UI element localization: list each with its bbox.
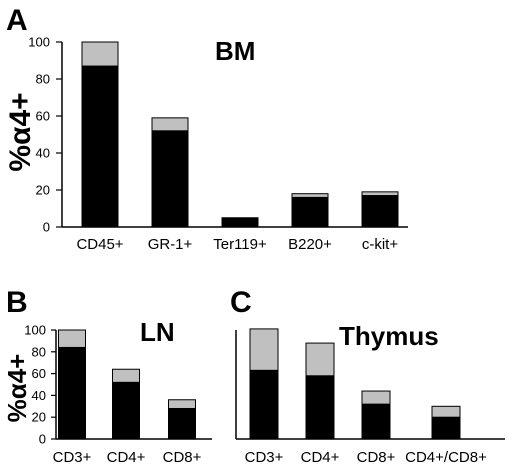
x-tick-label: CD45+ [76, 236, 123, 253]
bar-upper-segment [168, 399, 196, 409]
bar-upper-segment [305, 342, 335, 377]
x-tick-label: CD3+ [245, 449, 284, 466]
x-tick-label: CD3+ [53, 449, 92, 466]
x-tick-label: B220+ [288, 236, 332, 253]
panel-c-title: Thymus [339, 321, 439, 351]
x-tick-label: Ter119+ [213, 236, 267, 253]
panel-b-chart: 0 20 40 60 80 100 CD3+ CD4+ CD8+ [24, 323, 212, 466]
bar-upper-segment [361, 191, 399, 197]
x-tick-label: GR-1+ [148, 236, 193, 253]
panel-c-letter: C [230, 286, 252, 319]
panel-a-chart: 0 20 40 60 80 100 CD45+ GR-1+ Ter119+ B220+ c-kit+ [28, 35, 408, 253]
bar-upper-segment [112, 368, 140, 383]
y-tick-label: 100 [28, 35, 50, 50]
panel-c-chart: CD3+ CD4+ CD8+ CD4+/CD8+ [235, 328, 505, 466]
y-tick-label: 60 [32, 366, 46, 381]
panel-b-title: LN [140, 317, 175, 347]
bar-lower-segment [168, 407, 196, 440]
x-tick-label: CD4+/CD8+ [405, 449, 487, 466]
bar-lower-segment [291, 196, 329, 228]
y-tick-label: 20 [32, 410, 46, 425]
panel-b-ylabel: %α4+ [2, 354, 32, 423]
bar-lower-segment [361, 403, 391, 440]
y-tick-label: 80 [32, 344, 46, 359]
bar-lower-segment [305, 375, 335, 440]
y-tick-label: 20 [36, 183, 50, 198]
panel-a-letter: A [6, 4, 28, 37]
x-tick-label: CD4+ [107, 449, 146, 466]
bar-lower-segment [112, 381, 140, 440]
bar-lower-segment [249, 369, 279, 440]
bar-lower-segment [361, 195, 399, 228]
x-tick-label: CD4+ [301, 449, 340, 466]
bar-lower-segment [81, 65, 119, 228]
bar-upper-segment [431, 405, 461, 418]
bar-upper-segment [291, 193, 329, 198]
y-tick-label: 100 [24, 323, 46, 338]
x-tick-label: CD8+ [163, 449, 202, 466]
bar-lower-segment [221, 217, 259, 228]
y-tick-label: 40 [32, 388, 46, 403]
bar-upper-segment [81, 41, 119, 67]
bar-upper-segment [361, 390, 391, 405]
bar-lower-segment [58, 346, 86, 440]
bar-upper-segment [249, 328, 279, 371]
y-tick-label: 40 [36, 146, 50, 161]
x-tick-label: c-kit+ [362, 236, 398, 253]
y-tick-label: 0 [43, 220, 50, 235]
bar-upper-segment [58, 329, 86, 348]
bar-lower-segment [151, 130, 189, 228]
panel-b-letter: B [6, 286, 28, 319]
x-tick-label: CD8+ [357, 449, 396, 466]
y-tick-label: 80 [36, 72, 50, 87]
panel-a-title: BM [215, 36, 255, 66]
y-tick-label: 0 [39, 432, 46, 447]
y-tick-label: 60 [36, 109, 50, 124]
bar-upper-segment [151, 117, 189, 132]
panel-a-ylabel: %α4+ [4, 92, 37, 171]
bar-lower-segment [431, 416, 461, 440]
